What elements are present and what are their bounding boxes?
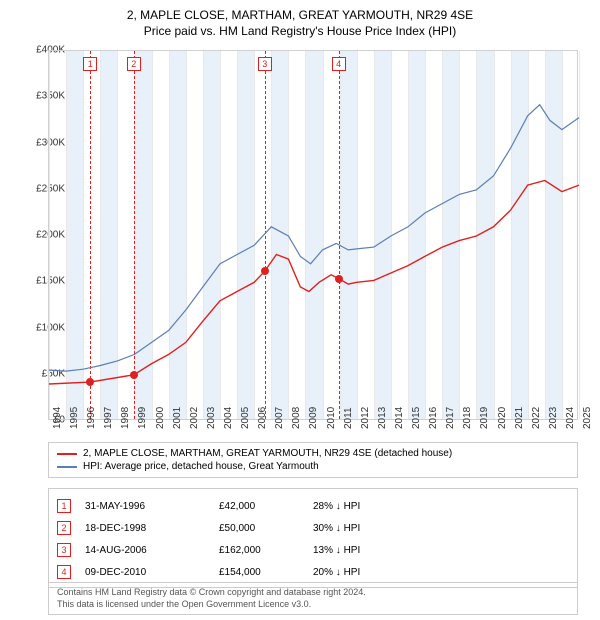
x-axis-label: 1996 [86, 407, 97, 429]
legend-item: 2, MAPLE CLOSE, MARTHAM, GREAT YARMOUTH,… [57, 447, 569, 460]
x-axis-label: 2016 [428, 407, 439, 429]
event-table-row: 1 31-MAY-1996 £42,000 28% ↓ HPI [57, 495, 569, 517]
x-axis-label: 2024 [565, 407, 576, 429]
x-axis-label: 2009 [308, 407, 319, 429]
event-diff: 28% ↓ HPI [313, 501, 423, 512]
event-marker-box: 2 [127, 57, 141, 71]
x-axis-label: 1998 [120, 407, 131, 429]
event-table-row: 4 09-DEC-2010 £154,000 20% ↓ HPI [57, 561, 569, 583]
event-price: £162,000 [219, 545, 299, 556]
footer-attribution: Contains HM Land Registry data © Crown c… [48, 582, 578, 615]
event-date: 14-AUG-2006 [85, 545, 205, 556]
event-marker-box: 3 [258, 57, 272, 71]
legend-label: HPI: Average price, detached house, Grea… [83, 461, 319, 472]
sale-marker [335, 275, 343, 283]
x-axis-label: 1997 [103, 407, 114, 429]
x-axis-label: 2012 [360, 407, 371, 429]
x-axis-label: 2018 [462, 407, 473, 429]
x-axis-label: 2006 [257, 407, 268, 429]
legend-label: 2, MAPLE CLOSE, MARTHAM, GREAT YARMOUTH,… [83, 448, 452, 459]
legend-swatch [57, 453, 77, 455]
chart-plot-area: 1234 19941995199619971998199920002001200… [48, 50, 578, 420]
x-axis-label: 2025 [582, 407, 593, 429]
x-axis-label: 2019 [479, 407, 490, 429]
legend-item: HPI: Average price, detached house, Grea… [57, 460, 569, 473]
x-axis-label: 2003 [206, 407, 217, 429]
event-date: 31-MAY-1996 [85, 501, 205, 512]
x-axis-label: 2023 [548, 407, 559, 429]
event-marker-box: 4 [332, 57, 346, 71]
legend-box: 2, MAPLE CLOSE, MARTHAM, GREAT YARMOUTH,… [48, 442, 578, 478]
x-axis-label: 1995 [69, 407, 80, 429]
chart-title-address: 2, MAPLE CLOSE, MARTHAM, GREAT YARMOUTH,… [0, 0, 600, 22]
x-axis-label: 2001 [172, 407, 183, 429]
event-diff: 13% ↓ HPI [313, 545, 423, 556]
event-price: £154,000 [219, 567, 299, 578]
event-diff: 30% ↓ HPI [313, 523, 423, 534]
event-date: 18-DEC-1998 [85, 523, 205, 534]
sale-marker [86, 378, 94, 386]
x-axis-label: 2010 [326, 407, 337, 429]
event-marker-box: 1 [83, 57, 97, 71]
x-axis-label: 1994 [52, 407, 63, 429]
hpi-line [49, 105, 579, 371]
event-table: 1 31-MAY-1996 £42,000 28% ↓ HPI 2 18-DEC-1998… [48, 488, 578, 588]
event-index-box: 3 [57, 543, 71, 557]
x-axis-label: 2004 [223, 407, 234, 429]
event-index-box: 4 [57, 565, 71, 579]
event-index-box: 1 [57, 499, 71, 513]
x-axis-label: 2011 [343, 407, 354, 429]
x-axis-label: 2008 [291, 407, 302, 429]
x-axis-label: 2022 [531, 407, 542, 429]
event-table-row: 2 18-DEC-1998 £50,000 30% ↓ HPI [57, 517, 569, 539]
x-axis-label: 2000 [155, 407, 166, 429]
event-table-row: 3 14-AUG-2006 £162,000 13% ↓ HPI [57, 539, 569, 561]
event-index-box: 2 [57, 521, 71, 535]
x-axis-label: 2015 [411, 407, 422, 429]
footer-line2: This data is licensed under the Open Gov… [57, 599, 569, 611]
x-axis-label: 2005 [240, 407, 251, 429]
x-axis-label: 2021 [514, 407, 525, 429]
x-axis-label: 2014 [394, 407, 405, 429]
x-axis-label: 2020 [497, 407, 508, 429]
event-price: £50,000 [219, 523, 299, 534]
x-axis-label: 1999 [137, 407, 148, 429]
event-date: 09-DEC-2010 [85, 567, 205, 578]
legend-swatch [57, 466, 77, 468]
event-diff: 20% ↓ HPI [313, 567, 423, 578]
footer-line1: Contains HM Land Registry data © Crown c… [57, 587, 569, 599]
sale-marker [261, 267, 269, 275]
chart-container: 2, MAPLE CLOSE, MARTHAM, GREAT YARMOUTH,… [0, 0, 600, 620]
chart-title-subtitle: Price paid vs. HM Land Registry's House … [0, 22, 600, 38]
x-axis-label: 2017 [445, 407, 456, 429]
x-axis-label: 2002 [189, 407, 200, 429]
x-axis-label: 2013 [377, 407, 388, 429]
property-line [49, 181, 579, 385]
sale-marker [130, 371, 138, 379]
event-price: £42,000 [219, 501, 299, 512]
x-axis-label: 2007 [274, 407, 285, 429]
